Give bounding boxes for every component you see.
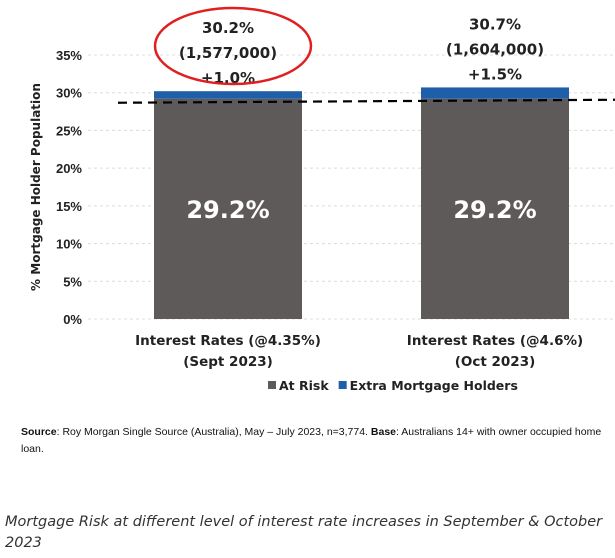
legend-swatch <box>338 381 347 389</box>
legend-swatch <box>268 381 276 389</box>
base-label: Base <box>370 426 397 438</box>
source-label: Source <box>21 426 57 438</box>
total-percent-label: 30.2% <box>202 19 254 37</box>
bar-at-risk <box>154 98 302 320</box>
x-category-label: Interest Rates (@4.35%) <box>135 333 321 349</box>
source-text: : Roy Morgan Single Source (Australia), … <box>56 426 371 438</box>
total-count-label: (1,604,000) <box>446 40 544 58</box>
total-percent-label: 30.7% <box>469 15 521 33</box>
total-count-label: (1,577,000) <box>179 44 277 62</box>
y-tick-label: 10% <box>56 237 82 252</box>
bar-value-label: 29.2% <box>186 196 269 224</box>
bar-at-risk <box>421 98 569 320</box>
bar-extra-holders <box>421 87 569 99</box>
base-text: : Australians 14+ with owner occupied ho… <box>21 426 602 455</box>
y-tick-label: 30% <box>56 86 82 101</box>
x-category-sublabel: (Oct 2023) <box>455 354 536 370</box>
reference-line <box>117 98 615 104</box>
y-tick-label: 15% <box>56 199 82 214</box>
x-category-label: Interest Rates (@4.6%) <box>407 333 583 349</box>
figure-caption: Mortgage Risk at different level of inte… <box>5 514 603 551</box>
highlight-ellipse <box>153 6 313 86</box>
y-tick-label: 0% <box>63 312 82 327</box>
increment-label: +1.5% <box>468 65 522 83</box>
x-category-sublabel: (Sept 2023) <box>183 354 273 370</box>
y-tick-label: 5% <box>63 274 82 289</box>
bar-value-label: 29.2% <box>453 196 536 224</box>
legend-label: Extra Mortgage Holders <box>350 378 518 393</box>
source-note: Source: Roy Morgan Single Source (Austra… <box>21 424 611 458</box>
y-axis-label: % Mortgage Holder Population <box>29 83 43 291</box>
y-tick-label: 35% <box>56 48 82 63</box>
legend-label: At Risk <box>279 378 329 393</box>
y-tick-label: 20% <box>56 161 82 176</box>
bar-extra-holders <box>154 91 302 99</box>
stacked-bar-chart: 0% 5% 10% 15% 20% 25% 30% 35% % Mortgage Holder … <box>29 6 615 393</box>
y-tick-label: 25% <box>56 123 82 138</box>
